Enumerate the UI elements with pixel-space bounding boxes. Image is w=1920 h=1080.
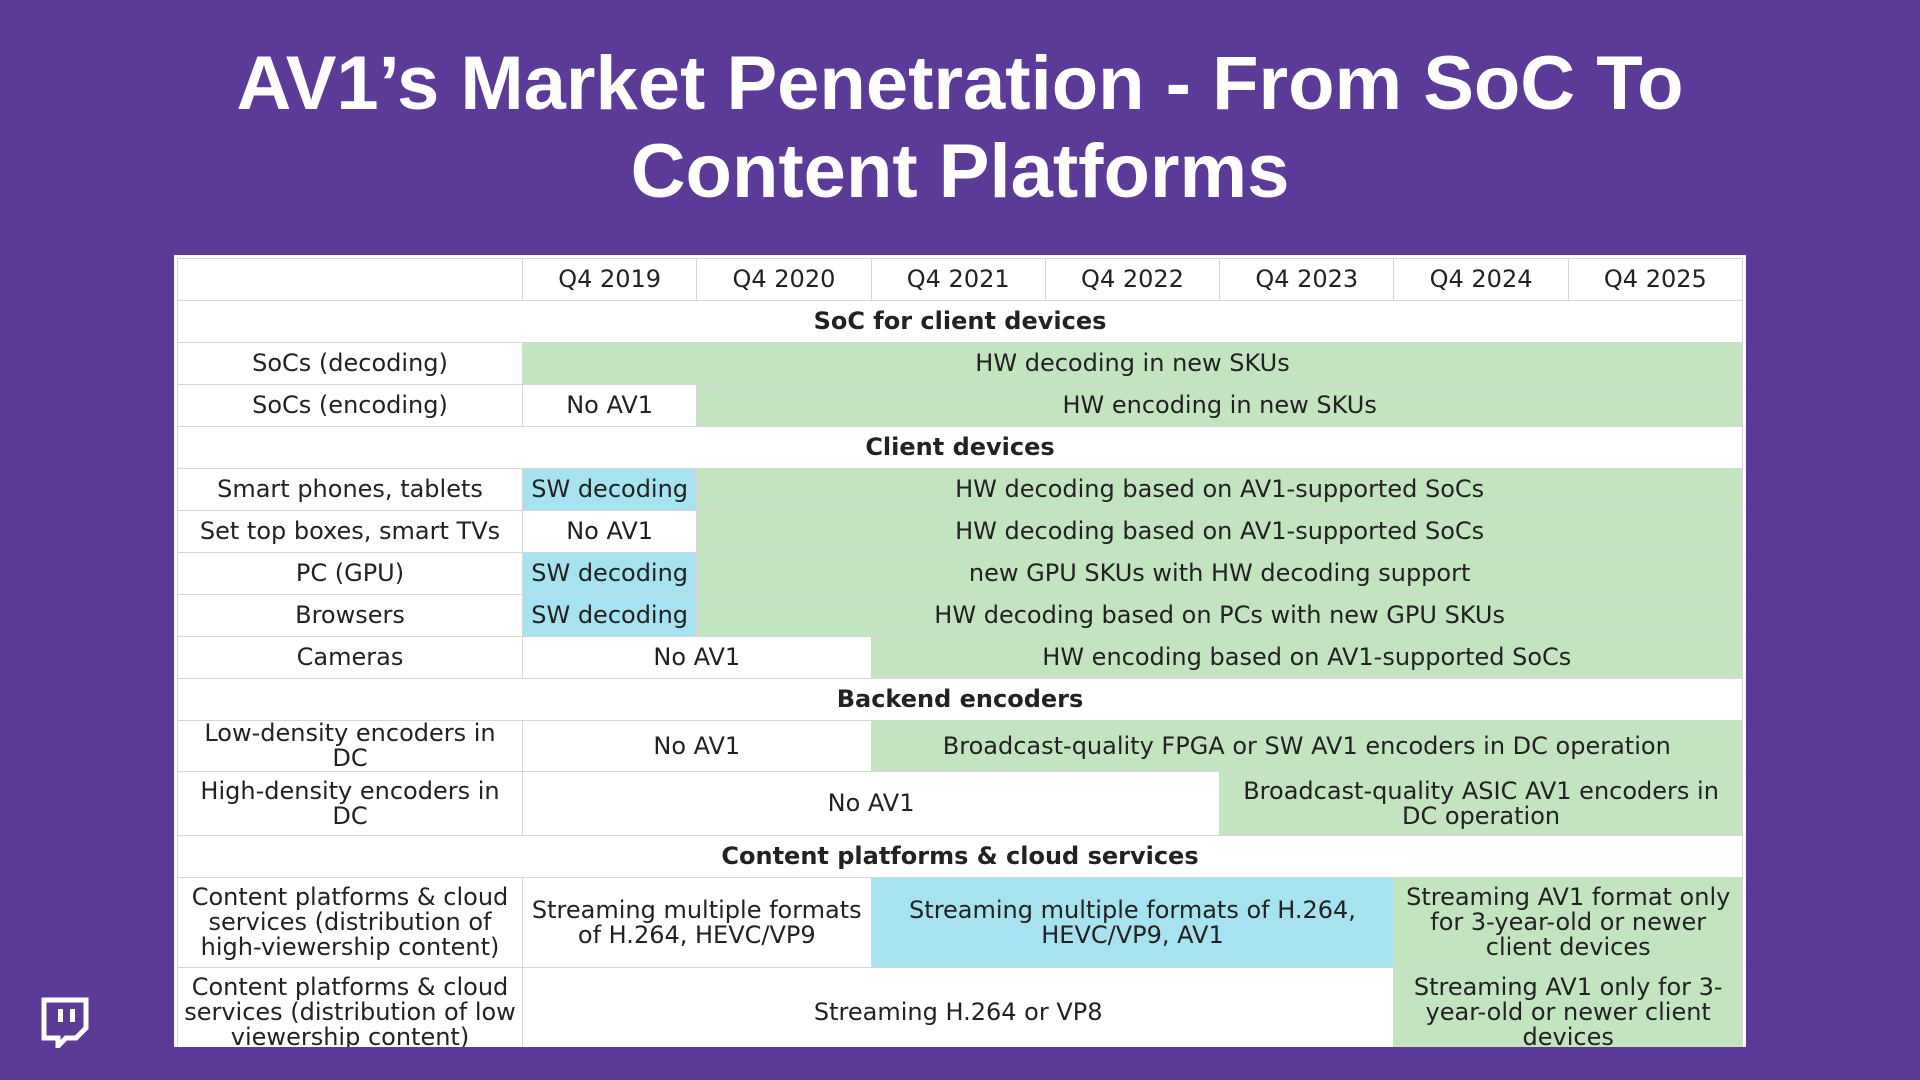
table-row: Content platforms & cloud services (dist…: [177, 967, 1743, 1047]
table-row: SoCs (decoding) HW decoding in new SKUs: [177, 342, 1743, 385]
section-heading-content: Content platforms & cloud services: [177, 835, 1743, 878]
timeline-cell: Streaming H.264 or VP8: [521, 967, 1395, 1047]
roadmap-table: Q4 2019 Q4 2020 Q4 2021 Q4 2022 Q4 2023 …: [177, 258, 1744, 1047]
section-heading-backend: Backend encoders: [177, 678, 1743, 721]
header-corner: [177, 258, 523, 301]
row-label: High-density encoders in DC: [177, 771, 523, 836]
row-label: Cameras: [177, 636, 523, 679]
row-label: Set top boxes, smart TVs: [177, 510, 523, 553]
column-header: Q4 2024: [1393, 258, 1569, 301]
timeline-cell: Streaming multiple formats of H.264, HEV…: [870, 877, 1395, 968]
table-row: Set top boxes, smart TVs No AV1 HW decod…: [177, 510, 1743, 553]
table-row: Browsers SW decoding HW decoding based o…: [177, 594, 1743, 637]
section-row: Content platforms & cloud services: [177, 835, 1743, 878]
timeline-cell: SW decoding: [521, 594, 698, 637]
section-heading-client: Client devices: [177, 426, 1743, 469]
column-header: Q4 2020: [696, 258, 872, 301]
timeline-cell: SW decoding: [521, 468, 698, 511]
twitch-logo-icon: [41, 997, 89, 1048]
header-row: Q4 2019 Q4 2020 Q4 2021 Q4 2022 Q4 2023 …: [177, 258, 1744, 301]
timeline-cell: HW decoding based on AV1-supported SoCs: [696, 468, 1743, 511]
table-row: High-density encoders in DC No AV1 Broad…: [177, 771, 1743, 836]
timeline-cell: Streaming AV1 format only for 3-year-old…: [1393, 877, 1743, 968]
table-row: PC (GPU) SW decoding new GPU SKUs with H…: [177, 552, 1743, 595]
timeline-cell: No AV1: [521, 771, 1221, 836]
timeline-cell: HW encoding in new SKUs: [696, 384, 1743, 427]
row-label: Low-density encoders in DC: [177, 720, 523, 772]
row-label: Content platforms & cloud services (dist…: [177, 877, 523, 968]
column-header: Q4 2022: [1044, 258, 1221, 301]
table-row: SoCs (encoding) No AV1 HW encoding in ne…: [177, 384, 1743, 427]
timeline-cell: SW decoding: [521, 552, 698, 595]
row-label: PC (GPU): [177, 552, 523, 595]
column-header: Q4 2019: [521, 258, 698, 301]
timeline-cell: No AV1: [522, 720, 872, 772]
table-row: Cameras No AV1 HW encoding based on AV1-…: [177, 636, 1744, 679]
timeline-cell: No AV1: [521, 510, 698, 553]
table-row: Content platforms & cloud services (dist…: [177, 877, 1743, 968]
column-header: Q4 2023: [1219, 258, 1395, 301]
row-label: Smart phones, tablets: [177, 468, 523, 511]
column-header: Q4 2021: [870, 258, 1046, 301]
section-row: Client devices: [177, 426, 1743, 469]
timeline-cell: new GPU SKUs with HW decoding support: [696, 552, 1743, 595]
timeline-cell: HW decoding based on AV1-supported SoCs: [696, 510, 1743, 553]
timeline-cell: Broadcast-quality FPGA or SW AV1 encoder…: [870, 720, 1744, 772]
slide-title-line1: AV1’s Market Penetration - From SoC To: [236, 41, 1684, 126]
roadmap-table-container: Q4 2019 Q4 2020 Q4 2021 Q4 2022 Q4 2023 …: [174, 255, 1746, 1047]
row-label: Content platforms & cloud services (dist…: [177, 967, 523, 1047]
slide-title-line2: Content Platforms: [630, 129, 1290, 214]
timeline-cell: Broadcast-quality ASIC AV1 encoders in D…: [1219, 771, 1743, 836]
column-header: Q4 2025: [1567, 258, 1744, 301]
section-row: SoC for client devices: [177, 300, 1743, 343]
slide-title: AV1’s Market Penetration - From SoC To C…: [0, 40, 1920, 216]
timeline-cell: No AV1: [522, 636, 872, 679]
timeline-cell: HW decoding based on PCs with new GPU SK…: [696, 594, 1743, 637]
section-heading-soc: SoC for client devices: [177, 300, 1743, 343]
section-row: Backend encoders: [177, 678, 1743, 721]
table-row: Smart phones, tablets SW decoding HW dec…: [177, 468, 1743, 511]
row-label: SoCs (encoding): [177, 384, 523, 427]
table-row: Low-density encoders in DC No AV1 Broadc…: [177, 720, 1744, 772]
timeline-cell: HW encoding based on AV1-supported SoCs: [870, 636, 1744, 679]
timeline-cell: No AV1: [521, 384, 698, 427]
timeline-cell: HW decoding in new SKUs: [522, 342, 1743, 385]
row-label: Browsers: [177, 594, 523, 637]
row-label: SoCs (decoding): [177, 342, 523, 385]
timeline-cell: Streaming multiple formats of H.264, HEV…: [522, 877, 872, 968]
timeline-cell: Streaming AV1 only for 3-year-old or new…: [1393, 967, 1743, 1047]
